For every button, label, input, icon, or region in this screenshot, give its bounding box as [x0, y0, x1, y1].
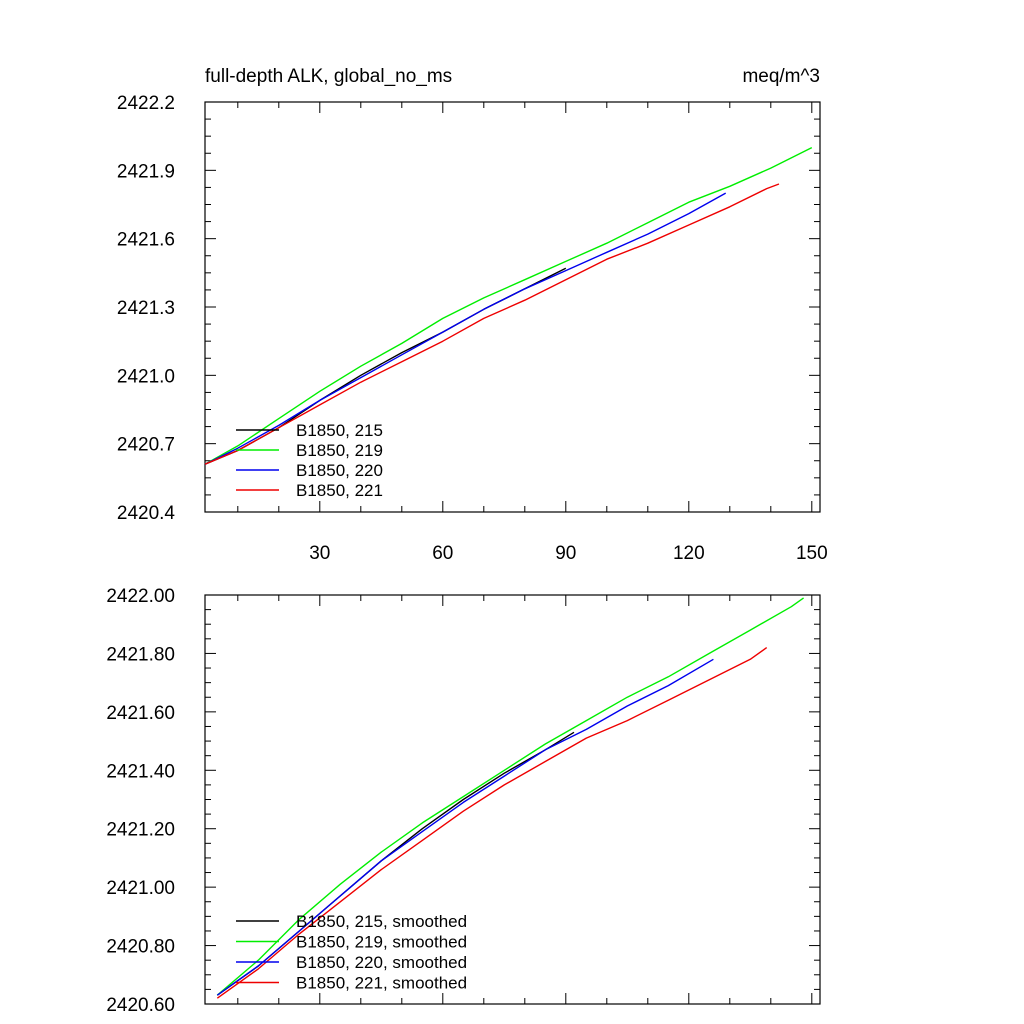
- legend-label-2: B1850, 220, smoothed: [296, 953, 467, 972]
- y-tick-label: 2421.00: [106, 878, 175, 899]
- x-tick-label: 90: [555, 543, 576, 564]
- y-tick-label: 2422.00: [106, 586, 175, 607]
- legend-label-1: B1850, 219: [296, 441, 383, 460]
- bottom-panel: 2420.60 2420.80 2421.00 2421.20 2421.40 2421.…: [106, 586, 821, 1016]
- y-tick-label: 2421.3: [117, 298, 175, 319]
- x-tick-label: 30: [309, 543, 330, 564]
- y-tick-label: 2421.9: [117, 161, 175, 182]
- y-tick-label: 2421.80: [106, 644, 175, 665]
- x-tick-label: 60: [432, 543, 453, 564]
- series-line-2: [204, 192, 727, 465]
- y-tick-label: 2422.2: [117, 93, 175, 114]
- y-tick-label: 2421.60: [106, 703, 175, 724]
- legend-label-2: B1850, 220: [296, 461, 383, 480]
- x-tick-label: 150: [796, 543, 828, 564]
- chart-title: full-depth ALK, global_no_ms: [205, 66, 452, 87]
- y-tick-label: 2421.20: [106, 820, 175, 841]
- legend-label-3: B1850, 221, smoothed: [296, 974, 467, 993]
- series-line-3: [204, 183, 780, 465]
- series-line-0: [204, 267, 567, 465]
- units-label: meq/m^3: [742, 66, 820, 87]
- legend-label-0: B1850, 215: [296, 421, 383, 440]
- y-tick-label: 2420.80: [106, 937, 175, 958]
- legend-label-1: B1850, 219, smoothed: [296, 933, 467, 952]
- legend-label-3: B1850, 221: [296, 481, 383, 500]
- series-line-3: [216, 647, 768, 999]
- y-tick-label: 2420.60: [106, 995, 175, 1016]
- legend-label-0: B1850, 215, smoothed: [296, 912, 467, 931]
- y-tick-label: 2420.7: [117, 435, 175, 456]
- y-tick-label: 2421.0: [117, 366, 175, 387]
- y-tick-label: 2421.6: [117, 230, 175, 251]
- series-line-1: [216, 597, 805, 996]
- y-tick-label: 2420.4: [117, 503, 176, 524]
- series-line-2: [216, 658, 714, 996]
- x-tick-label: 120: [673, 543, 705, 564]
- y-tick-label: 2421.40: [106, 761, 175, 782]
- series-line-1: [204, 146, 813, 465]
- top-panel: full-depth ALK, global_no_ms meq/m^3 30 6…: [117, 66, 828, 564]
